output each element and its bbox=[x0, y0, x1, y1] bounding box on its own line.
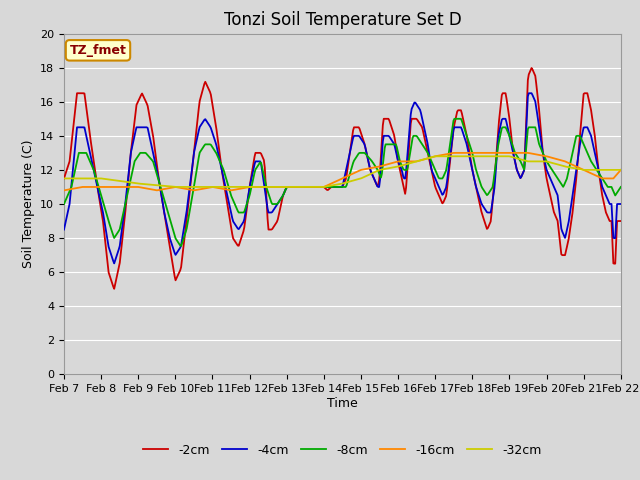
Line: -16cm: -16cm bbox=[64, 153, 621, 191]
-4cm bbox=[313, 184, 321, 190]
-16cm bbox=[480, 150, 488, 156]
-4cm bbox=[433, 179, 440, 185]
-16cm bbox=[451, 150, 458, 156]
-32cm bbox=[481, 154, 489, 159]
-8cm bbox=[433, 170, 440, 176]
Line: -8cm: -8cm bbox=[64, 119, 621, 246]
-8cm bbox=[481, 190, 489, 195]
-2cm bbox=[159, 205, 167, 211]
-16cm bbox=[204, 185, 211, 191]
-4cm bbox=[204, 120, 212, 126]
-32cm bbox=[434, 154, 442, 159]
-16cm bbox=[432, 153, 440, 159]
-8cm bbox=[313, 184, 321, 190]
-2cm bbox=[110, 286, 118, 292]
-8cm bbox=[389, 142, 397, 147]
-32cm bbox=[389, 165, 397, 170]
Line: -32cm: -32cm bbox=[64, 156, 621, 187]
Line: -4cm: -4cm bbox=[64, 93, 621, 264]
-32cm bbox=[204, 184, 212, 190]
Line: -2cm: -2cm bbox=[64, 68, 621, 289]
-32cm bbox=[617, 167, 625, 173]
-4cm bbox=[525, 90, 532, 96]
-16cm bbox=[617, 167, 625, 173]
Y-axis label: Soil Temperature (C): Soil Temperature (C) bbox=[22, 140, 35, 268]
-2cm bbox=[617, 218, 625, 224]
Legend: -2cm, -4cm, -8cm, -16cm, -32cm: -2cm, -4cm, -8cm, -16cm, -32cm bbox=[138, 439, 547, 462]
-8cm bbox=[60, 201, 68, 207]
-2cm bbox=[480, 217, 488, 223]
-2cm bbox=[389, 129, 397, 135]
-32cm bbox=[172, 184, 179, 190]
-2cm bbox=[204, 85, 212, 91]
-8cm bbox=[177, 243, 185, 249]
X-axis label: Time: Time bbox=[327, 397, 358, 410]
-32cm bbox=[432, 154, 440, 159]
-4cm bbox=[617, 201, 625, 207]
-8cm bbox=[617, 184, 625, 190]
-32cm bbox=[159, 183, 166, 189]
-16cm bbox=[388, 160, 396, 166]
-2cm bbox=[528, 65, 536, 71]
-32cm bbox=[60, 176, 68, 181]
Text: TZ_fmet: TZ_fmet bbox=[70, 44, 127, 57]
-8cm bbox=[204, 142, 212, 147]
-16cm bbox=[312, 184, 320, 190]
-8cm bbox=[451, 116, 458, 121]
-16cm bbox=[60, 188, 68, 193]
-4cm bbox=[110, 261, 118, 266]
-32cm bbox=[313, 184, 321, 190]
-2cm bbox=[60, 176, 68, 181]
-4cm bbox=[389, 140, 397, 145]
-4cm bbox=[60, 227, 68, 232]
-4cm bbox=[480, 205, 488, 211]
-2cm bbox=[433, 188, 440, 193]
-16cm bbox=[159, 186, 166, 192]
-4cm bbox=[159, 205, 167, 211]
-8cm bbox=[159, 191, 166, 197]
Title: Tonzi Soil Temperature Set D: Tonzi Soil Temperature Set D bbox=[223, 11, 461, 29]
-2cm bbox=[313, 184, 321, 190]
